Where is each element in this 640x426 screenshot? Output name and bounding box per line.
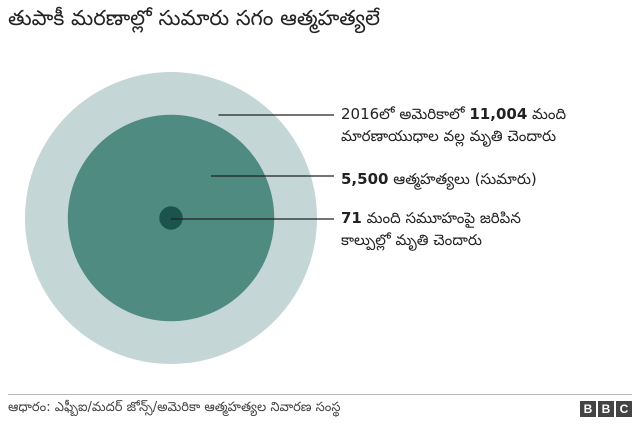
label-total-value: 11,004 [469,105,528,123]
bbc-logo-letter: B [598,401,614,417]
label-mass-shootings: 71 మంది సమూహంపై జరిపిన కాల్పుల్లో మృతి చ… [341,207,521,251]
bbc-logo-letter: C [616,401,632,417]
label-total-line2: మారణాయుధాల వల్ల మృతి చెందారు [341,127,557,145]
label-mass-suffix: మంది సమూహంపై జరిపిన [366,209,521,227]
label-suicides-suffix: ఆత్మహత్యలు (సుమారు) [393,170,537,188]
label-total-prefix: 2016లో అమెరికాలో [341,105,465,123]
label-suicides: 5,500 ఆత్మహత్యలు (సుమారు) [341,168,537,190]
label-mass-line2: కాల్పుల్లో మృతి చెందారు [341,231,482,249]
circle-mass-shootings [159,206,183,230]
bbc-logo-letter: B [580,401,596,417]
chart-title: తుపాకీ మరణాల్లో సుమారు సగం ఆత్మహత్యలే [8,6,381,30]
bbc-logo: B B C [580,401,632,417]
label-total-gun-deaths: 2016లో అమెరికాలో 11,004 మంది మారణాయుధాల … [341,103,566,147]
label-mass-value: 71 [341,209,362,227]
label-suicides-value: 5,500 [341,170,389,188]
footer-divider [8,394,632,395]
label-total-suffix: మంది [532,105,567,123]
source-note: ఆధారం: ఎఫ్బీఐ/మదర్ జోన్స్/అమెరికా ఆత్మహత… [8,400,341,415]
